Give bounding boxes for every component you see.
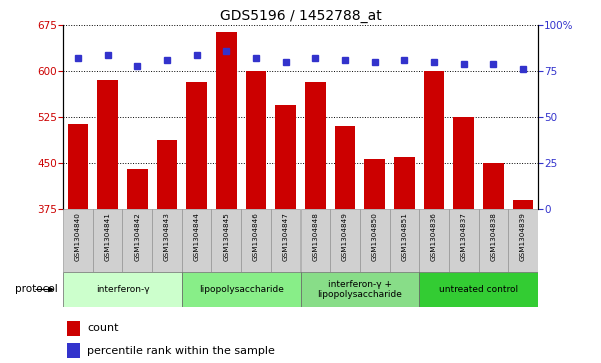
- Bar: [63, 209, 93, 272]
- Bar: [513, 200, 534, 209]
- Bar: [157, 140, 177, 209]
- Text: GSM1304848: GSM1304848: [313, 212, 319, 261]
- Bar: [271, 209, 300, 272]
- Text: untreated control: untreated control: [439, 285, 518, 294]
- Bar: [478, 209, 508, 272]
- Text: count: count: [87, 323, 118, 333]
- Bar: [419, 209, 449, 272]
- Bar: [335, 126, 355, 209]
- Bar: [212, 209, 241, 272]
- Bar: [300, 209, 330, 272]
- Text: GSM1304850: GSM1304850: [371, 212, 377, 261]
- Bar: [182, 272, 300, 307]
- Text: GSM1304846: GSM1304846: [253, 212, 259, 261]
- Bar: [419, 272, 538, 307]
- Text: GSM1304849: GSM1304849: [342, 212, 348, 261]
- Bar: [424, 71, 444, 209]
- Text: GSM1304836: GSM1304836: [431, 212, 437, 261]
- Text: GSM1304843: GSM1304843: [164, 212, 170, 261]
- Text: percentile rank within the sample: percentile rank within the sample: [87, 346, 275, 356]
- Bar: [67, 321, 80, 336]
- Bar: [241, 209, 271, 272]
- Text: GSM1304842: GSM1304842: [134, 212, 140, 261]
- Text: GSM1304838: GSM1304838: [490, 212, 496, 261]
- Bar: [300, 272, 419, 307]
- Bar: [97, 80, 118, 209]
- Bar: [246, 71, 266, 209]
- Bar: [123, 209, 152, 272]
- Text: GSM1304839: GSM1304839: [520, 212, 526, 261]
- Text: GSM1304844: GSM1304844: [194, 212, 200, 261]
- Bar: [127, 169, 148, 209]
- Bar: [394, 157, 415, 209]
- Bar: [360, 209, 389, 272]
- Text: GSM1304847: GSM1304847: [282, 212, 288, 261]
- Bar: [152, 209, 182, 272]
- Title: GDS5196 / 1452788_at: GDS5196 / 1452788_at: [219, 9, 382, 23]
- Bar: [453, 117, 474, 209]
- Text: GSM1304841: GSM1304841: [105, 212, 111, 261]
- Text: GSM1304845: GSM1304845: [224, 212, 230, 261]
- Text: protocol: protocol: [15, 285, 58, 294]
- Bar: [305, 82, 326, 209]
- Bar: [483, 163, 504, 209]
- Bar: [275, 105, 296, 209]
- Text: interferon-γ +
lipopolysaccharide: interferon-γ + lipopolysaccharide: [317, 280, 402, 299]
- Bar: [364, 159, 385, 209]
- Bar: [93, 209, 123, 272]
- Bar: [182, 209, 212, 272]
- Bar: [63, 272, 182, 307]
- Bar: [449, 209, 478, 272]
- Bar: [389, 209, 419, 272]
- Bar: [67, 125, 88, 209]
- Text: GSM1304851: GSM1304851: [401, 212, 407, 261]
- Text: GSM1304837: GSM1304837: [461, 212, 467, 261]
- Bar: [508, 209, 538, 272]
- Bar: [216, 32, 237, 209]
- Bar: [330, 209, 360, 272]
- Bar: [67, 343, 80, 358]
- Text: interferon-γ: interferon-γ: [96, 285, 149, 294]
- Text: lipopolysaccharide: lipopolysaccharide: [199, 285, 284, 294]
- Text: GSM1304840: GSM1304840: [75, 212, 81, 261]
- Bar: [186, 82, 207, 209]
